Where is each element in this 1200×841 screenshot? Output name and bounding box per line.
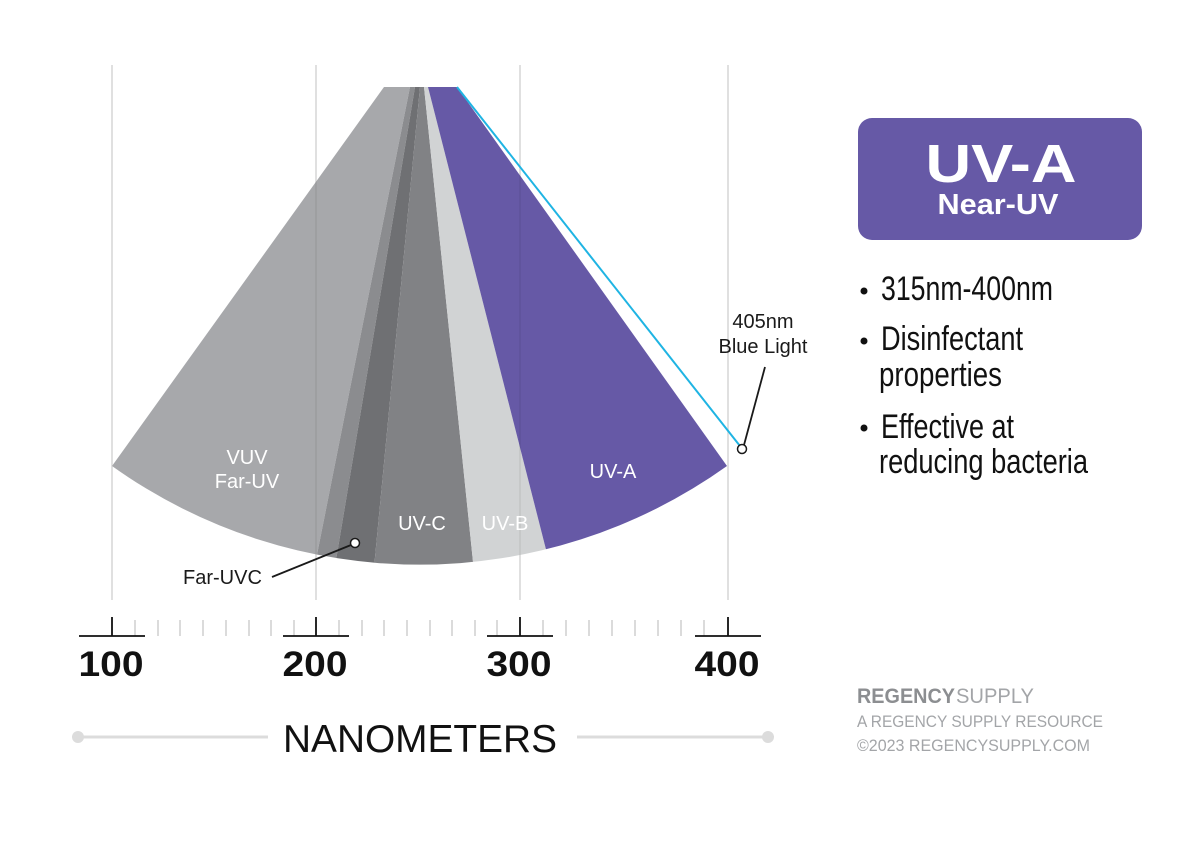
band-far-uvc-edge <box>304 87 415 565</box>
uva-title-box <box>858 118 1142 240</box>
band-uvc <box>369 87 479 565</box>
major-tick-100 <box>79 617 145 637</box>
brand-logo-light: SUPPLY <box>956 685 1034 708</box>
band-label-uvc: UV-C <box>398 513 446 535</box>
axis-ticks <box>79 617 761 637</box>
band-far-uvc-core <box>326 87 420 565</box>
bullet-text: Disinfectant <box>881 320 1023 358</box>
band-label-vuv: VUV <box>226 447 268 469</box>
band-vuv <box>112 87 410 565</box>
axis-right-dot-icon <box>762 731 774 743</box>
uva-info-panel: UV-A Near-UV 315nm-400nm Disinfectant pr… <box>858 118 1142 481</box>
blue-light-marker-icon <box>736 443 748 455</box>
brand-block: REGENCY SUPPLY A REGENCY SUPPLY RESOURCE… <box>857 685 1103 755</box>
major-tick-400 <box>695 617 761 637</box>
tick-label-100: 100 <box>79 645 144 684</box>
far-uvc-label: Far-UVC <box>183 567 262 589</box>
bullet-item: 315nm-400nm <box>860 270 1053 308</box>
major-tick-200 <box>283 617 349 637</box>
far-uvc-callout: Far-UVC <box>183 537 361 589</box>
band-label-uva: UV-A <box>590 461 637 483</box>
tick-label-200: 200 <box>283 645 348 684</box>
tick-label-300: 300 <box>487 645 552 684</box>
far-uvc-marker-icon <box>349 537 361 549</box>
blue-light-label: Blue Light <box>719 336 808 358</box>
blue-light-line <box>456 86 741 447</box>
panel-title: UV-A <box>926 134 1077 194</box>
bullet-text-continued: reducing bacteria <box>879 443 1088 481</box>
bullet-item: Effective at reducing bacteria <box>860 408 1088 481</box>
blue-light-wavelength: 405nm <box>732 311 793 333</box>
brand-resource-line: A REGENCY SUPPLY RESOURCE <box>857 712 1103 731</box>
brand-logo-bold: REGENCY <box>857 685 955 708</box>
blue-light-leader-line <box>743 366 766 446</box>
bullet-dot-icon <box>860 337 868 345</box>
bullet-item: Disinfectant properties <box>860 320 1023 394</box>
spectrum-fan <box>112 87 727 565</box>
bullet-text-continued: properties <box>879 356 1002 394</box>
panel-subtitle: Near-UV <box>938 189 1060 221</box>
bullet-text: 315nm-400nm <box>881 270 1053 308</box>
band-uvb <box>424 87 564 565</box>
axis-title: NANOMETERS <box>283 718 557 761</box>
far-uvc-leader-line <box>271 544 352 578</box>
bullet-dot-icon <box>860 424 868 432</box>
axis-title-group: NANOMETERS <box>72 718 774 761</box>
bullet-dot-icon <box>860 287 868 295</box>
band-label-far-uv: Far-UV <box>215 471 280 493</box>
tick-label-400: 400 <box>695 645 760 684</box>
blue-light-callout: 405nm Blue Light <box>456 86 808 455</box>
brand-copyright-line: ©2023 REGENCYSUPPLY.COM <box>857 736 1090 755</box>
band-label-uvb: UV-B <box>482 513 529 535</box>
major-tick-300 <box>487 617 553 637</box>
bullet-text: Effective at <box>881 408 1014 446</box>
